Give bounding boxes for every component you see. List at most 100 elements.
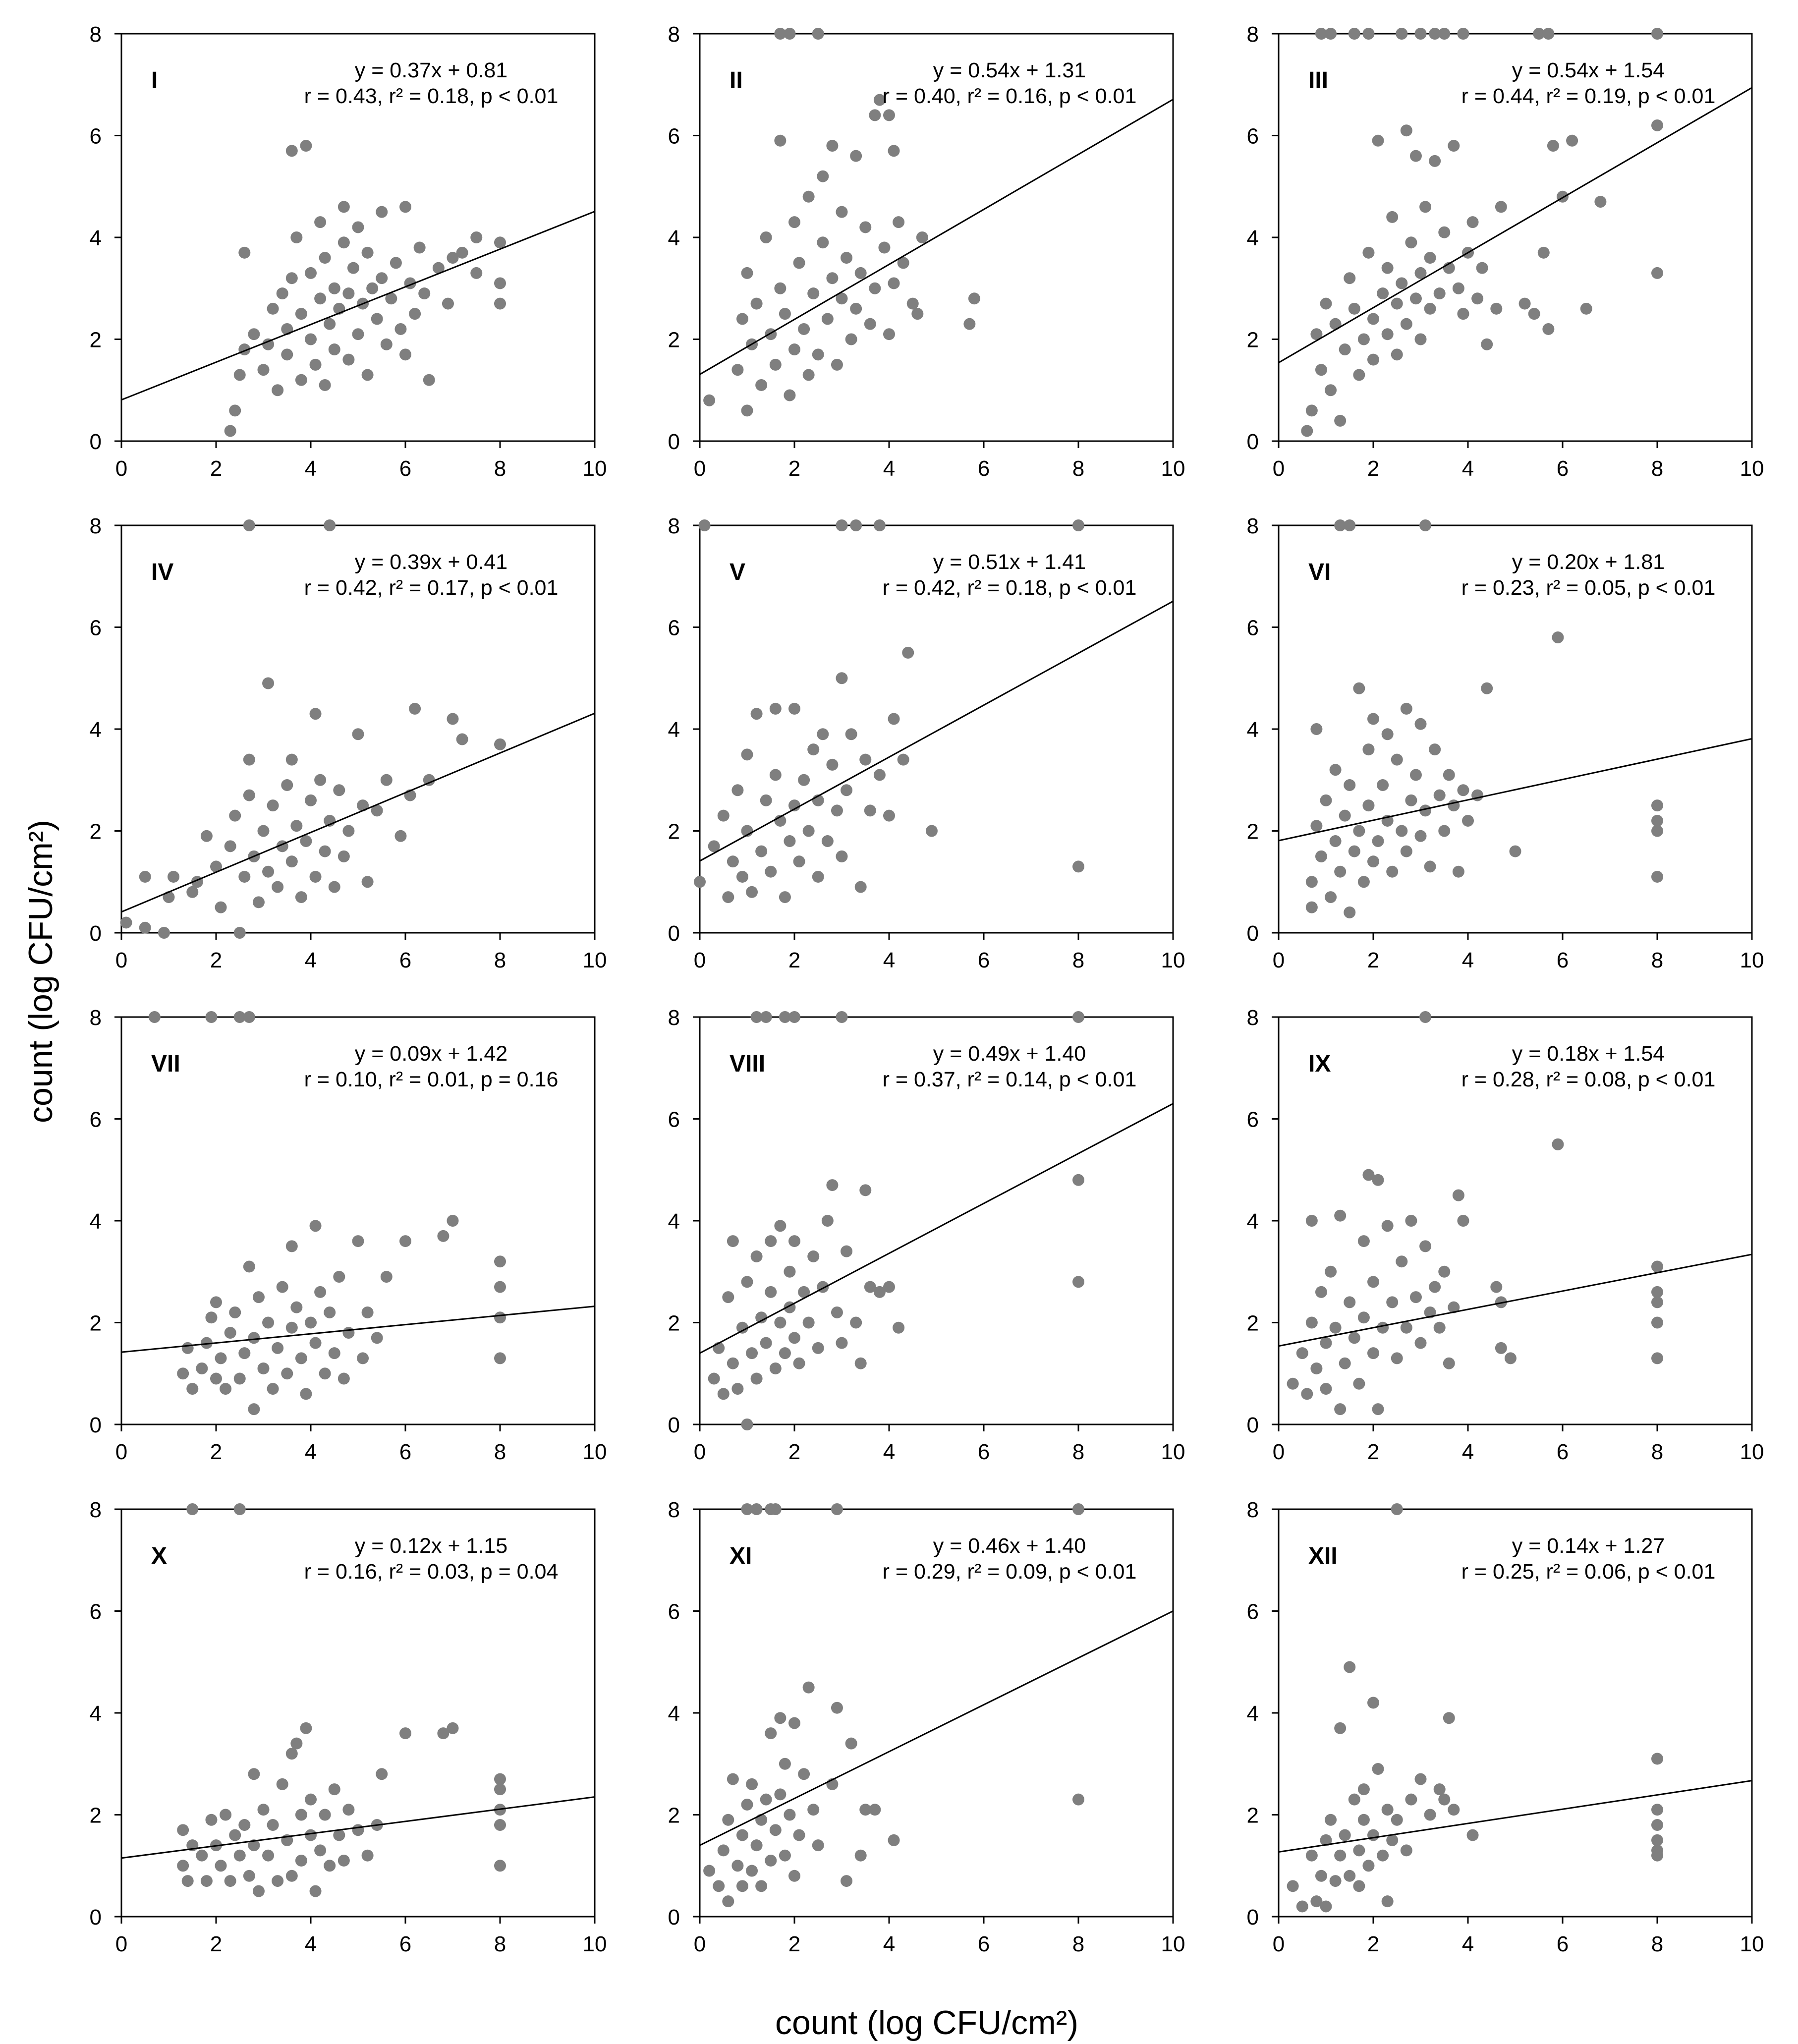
x-tick-label: 6: [1557, 1932, 1569, 1956]
data-point: [1476, 262, 1488, 274]
data-point: [873, 769, 886, 781]
y-tick-label: 6: [668, 124, 680, 149]
data-point: [394, 323, 407, 335]
data-point: [1357, 1814, 1370, 1826]
x-tick-label: 10: [1740, 1440, 1764, 1464]
data-point: [1072, 1011, 1084, 1023]
data-point: [309, 1885, 322, 1897]
data-point: [357, 1352, 369, 1364]
data-point: [1334, 1209, 1347, 1222]
y-tick-label: 2: [668, 328, 680, 352]
y-tick-label: 6: [1247, 124, 1259, 149]
regression-line: [700, 1610, 1173, 1846]
data-point: [205, 1814, 218, 1826]
data-point: [807, 743, 820, 756]
data-point: [788, 799, 800, 812]
data-point: [1334, 414, 1347, 427]
data-point: [1334, 865, 1347, 878]
x-tick-label: 8: [1651, 1440, 1663, 1464]
data-point: [257, 825, 270, 837]
y-tick-label: 8: [1247, 514, 1259, 538]
regression-line: [1279, 1780, 1752, 1853]
data-point: [257, 1362, 270, 1374]
data-point: [1537, 246, 1550, 259]
data-point: [200, 1875, 213, 1887]
y-tick-label: 6: [668, 1600, 680, 1624]
data-point: [186, 886, 199, 898]
data-point: [262, 677, 275, 689]
panel-label: VI: [1308, 559, 1331, 585]
x-tick-label: 2: [210, 1932, 222, 1956]
data-point: [1391, 1503, 1403, 1515]
data-point: [1305, 1316, 1318, 1329]
data-point: [1651, 1352, 1663, 1364]
data-point: [788, 1235, 800, 1248]
regression-line: [121, 1796, 595, 1859]
data-point: [1438, 1265, 1451, 1278]
data-point: [1348, 302, 1360, 315]
data-point: [1320, 794, 1332, 806]
data-point: [836, 206, 848, 218]
data-point: [309, 708, 322, 720]
data-point: [760, 794, 772, 806]
data-point: [1344, 272, 1356, 284]
panel-ii: 0 2 4 6 8 10 0 2 4 6 8 II y = 0.54x + 1.31r = 0.40, …: [668, 22, 1185, 481]
data-point: [1325, 28, 1337, 40]
y-tick-label: 6: [90, 616, 102, 640]
y-tick-label: 4: [668, 1209, 680, 1234]
data-point: [1320, 1900, 1332, 1913]
regression-equation: y = 0.54x + 1.31: [933, 58, 1086, 82]
data-point: [314, 1286, 327, 1298]
y-tick-label: 8: [1247, 1498, 1259, 1522]
data-point: [873, 519, 886, 531]
data-point: [447, 1722, 459, 1734]
data-point: [1433, 1783, 1446, 1796]
data-point: [779, 1347, 791, 1360]
data-point: [1466, 1829, 1479, 1841]
data-point: [750, 1250, 763, 1262]
x-tick-label: 10: [1161, 1932, 1185, 1956]
regression-equation: y = 0.37x + 0.81: [355, 58, 507, 82]
data-point: [120, 916, 132, 929]
data-points: [703, 1503, 1084, 1908]
panel-label: X: [151, 1543, 167, 1569]
data-point: [1334, 519, 1347, 531]
data-point: [361, 876, 374, 888]
data-point: [324, 519, 336, 531]
regression-stats: r = 0.42, r² = 0.17, p < 0.01: [304, 576, 559, 600]
data-point: [750, 1503, 763, 1515]
data-point: [1377, 1321, 1389, 1334]
y-tick-label: 4: [1247, 718, 1259, 742]
data-point: [916, 231, 928, 243]
data-point: [220, 1383, 232, 1395]
data-point: [319, 252, 331, 264]
data-point: [1547, 140, 1559, 152]
x-tick-label: 6: [1557, 1440, 1569, 1464]
data-point: [324, 1860, 336, 1872]
data-point: [1348, 845, 1360, 857]
data-point: [494, 236, 506, 249]
data-point: [290, 1737, 303, 1750]
data-point: [1367, 1347, 1379, 1360]
x-tick-label: 10: [583, 1440, 607, 1464]
data-point: [139, 870, 151, 883]
x-tick-label: 10: [1161, 456, 1185, 481]
data-point: [1542, 323, 1555, 335]
data-point: [385, 292, 397, 305]
data-point: [229, 1829, 241, 1841]
data-point: [1651, 825, 1663, 837]
x-tick-label: 8: [494, 1932, 506, 1956]
data-point: [276, 1778, 288, 1790]
data-point: [826, 758, 839, 771]
x-tick-label: 2: [210, 1440, 222, 1464]
x-tick-label: 0: [1273, 1440, 1285, 1464]
data-point: [1372, 1174, 1384, 1186]
data-point: [831, 804, 843, 817]
data-point: [736, 870, 748, 883]
data-point: [755, 379, 768, 391]
data-point: [746, 886, 758, 898]
data-point: [1301, 425, 1313, 437]
x-tick-label: 2: [1367, 1932, 1379, 1956]
y-tick-label: 0: [1247, 1413, 1259, 1437]
